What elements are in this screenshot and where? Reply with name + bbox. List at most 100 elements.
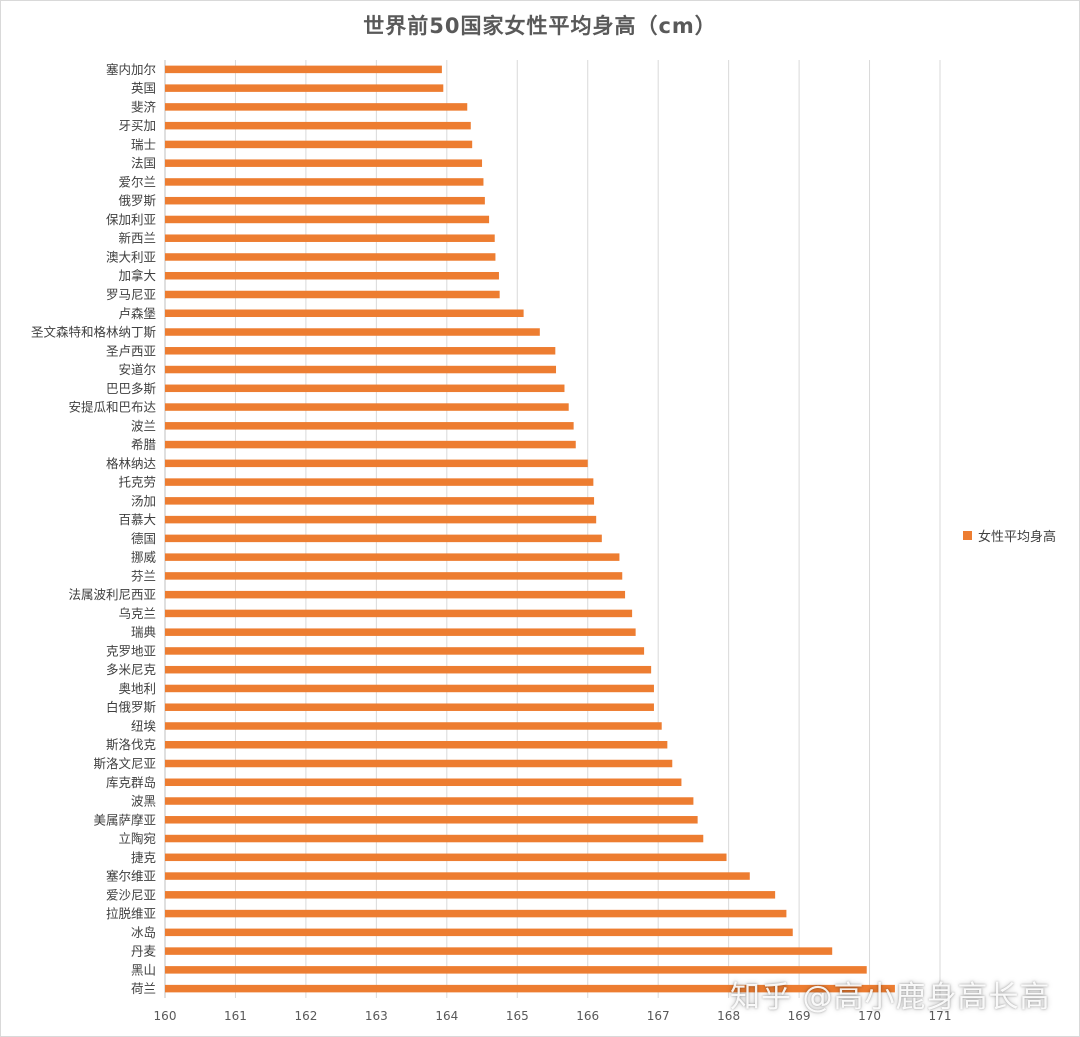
bar <box>165 816 698 824</box>
bar <box>165 553 620 561</box>
category-label: 希腊 <box>131 437 157 452</box>
legend-swatch <box>963 531 972 540</box>
category-label: 塞内加尔 <box>106 62 156 77</box>
bar <box>165 365 557 374</box>
bar <box>165 984 895 993</box>
legend-label: 女性平均身高 <box>978 530 1057 545</box>
category-label: 法属波利尼西亚 <box>68 587 156 602</box>
bar <box>165 478 594 486</box>
bar <box>165 722 662 730</box>
x-tick-label: 170 <box>858 1009 881 1023</box>
bar <box>165 928 793 937</box>
category-label: 牙买加 <box>118 118 156 133</box>
category-label: 纽埃 <box>131 718 157 733</box>
category-label: 巴巴多斯 <box>106 381 156 396</box>
watermark: 知乎 @高小鹿身高长高 <box>730 980 1051 1015</box>
category-label: 俄罗斯 <box>118 193 156 208</box>
bar <box>165 497 595 505</box>
bar <box>165 891 776 899</box>
bar <box>165 947 833 955</box>
category-label: 捷克 <box>131 850 156 865</box>
bar <box>165 328 540 336</box>
category-label: 斯洛伐克 <box>106 737 156 752</box>
bar <box>165 271 499 280</box>
category-label: 克罗地亚 <box>106 643 156 658</box>
category-label: 瑞士 <box>131 137 156 152</box>
category-label: 多米尼克 <box>106 662 156 677</box>
x-tick-label: 171 <box>929 1009 952 1023</box>
bar <box>165 853 727 862</box>
bar <box>165 196 485 205</box>
category-label: 挪威 <box>131 550 157 565</box>
category-label: 立陶宛 <box>118 831 156 846</box>
bar <box>165 403 569 411</box>
bar <box>165 572 623 580</box>
category-label: 奥地利 <box>118 681 156 696</box>
bar <box>165 103 468 111</box>
bar <box>165 347 556 355</box>
bar <box>165 703 654 711</box>
bar <box>165 440 576 449</box>
bar <box>165 159 483 167</box>
bar <box>165 778 682 787</box>
category-label: 乌克兰 <box>118 606 156 621</box>
category-label: 荷兰 <box>131 981 156 996</box>
category-label: 瑞典 <box>131 625 156 640</box>
bar <box>165 534 602 543</box>
bar <box>165 834 704 843</box>
x-tick-label: 165 <box>506 1009 529 1023</box>
category-label: 波黑 <box>131 794 156 809</box>
category-label: 保加利亚 <box>106 212 156 227</box>
x-tick-label: 166 <box>576 1009 599 1023</box>
bar <box>165 422 574 430</box>
category-label: 澳大利亚 <box>106 249 156 264</box>
bar <box>165 909 787 918</box>
bar <box>165 684 654 693</box>
bar <box>165 253 496 261</box>
category-label: 新西兰 <box>118 231 156 246</box>
bar <box>165 628 636 636</box>
category-label: 英国 <box>131 81 156 96</box>
legend: 女性平均身高 <box>963 526 1056 545</box>
category-label: 卢森堡 <box>118 306 156 321</box>
bar <box>165 84 444 92</box>
x-tick-label: 164 <box>435 1009 458 1023</box>
x-tick-label: 167 <box>647 1009 670 1023</box>
bar <box>165 65 442 74</box>
bar <box>165 234 495 242</box>
bar <box>165 215 490 224</box>
x-tick-label: 161 <box>224 1009 247 1023</box>
bar <box>165 966 867 974</box>
category-label: 波兰 <box>131 418 156 433</box>
bar <box>165 140 473 149</box>
bar <box>165 178 484 186</box>
x-tick-label: 168 <box>717 1009 740 1023</box>
category-label: 白俄罗斯 <box>106 700 156 715</box>
bar <box>165 665 652 674</box>
category-label: 罗马尼亚 <box>106 287 156 302</box>
category-label: 加拿大 <box>118 268 156 283</box>
x-tick-label: 162 <box>294 1009 317 1023</box>
x-tick-label: 160 <box>154 1009 177 1023</box>
category-label: 斯洛文尼亚 <box>93 756 156 771</box>
category-label: 斐济 <box>131 99 157 114</box>
bar <box>165 609 633 618</box>
category-label: 爱沙尼亚 <box>106 887 156 902</box>
bar <box>165 384 565 393</box>
chart-title: 世界前50国家女性平均身高（cm） <box>363 14 717 38</box>
bar <box>165 309 524 318</box>
bar <box>165 459 588 468</box>
category-label: 塞尔维亚 <box>106 869 156 884</box>
bar <box>165 290 500 299</box>
bar <box>165 647 645 655</box>
category-label: 黑山 <box>131 962 156 977</box>
x-tick-label: 169 <box>788 1009 811 1023</box>
category-label: 圣文森特和格林纳丁斯 <box>31 325 156 340</box>
category-label: 丹麦 <box>131 944 157 959</box>
category-label: 德国 <box>131 531 156 546</box>
category-label: 格林纳达 <box>106 456 157 471</box>
category-label: 安道尔 <box>118 362 156 377</box>
bar <box>165 590 626 599</box>
category-label: 拉脱维亚 <box>106 906 156 921</box>
